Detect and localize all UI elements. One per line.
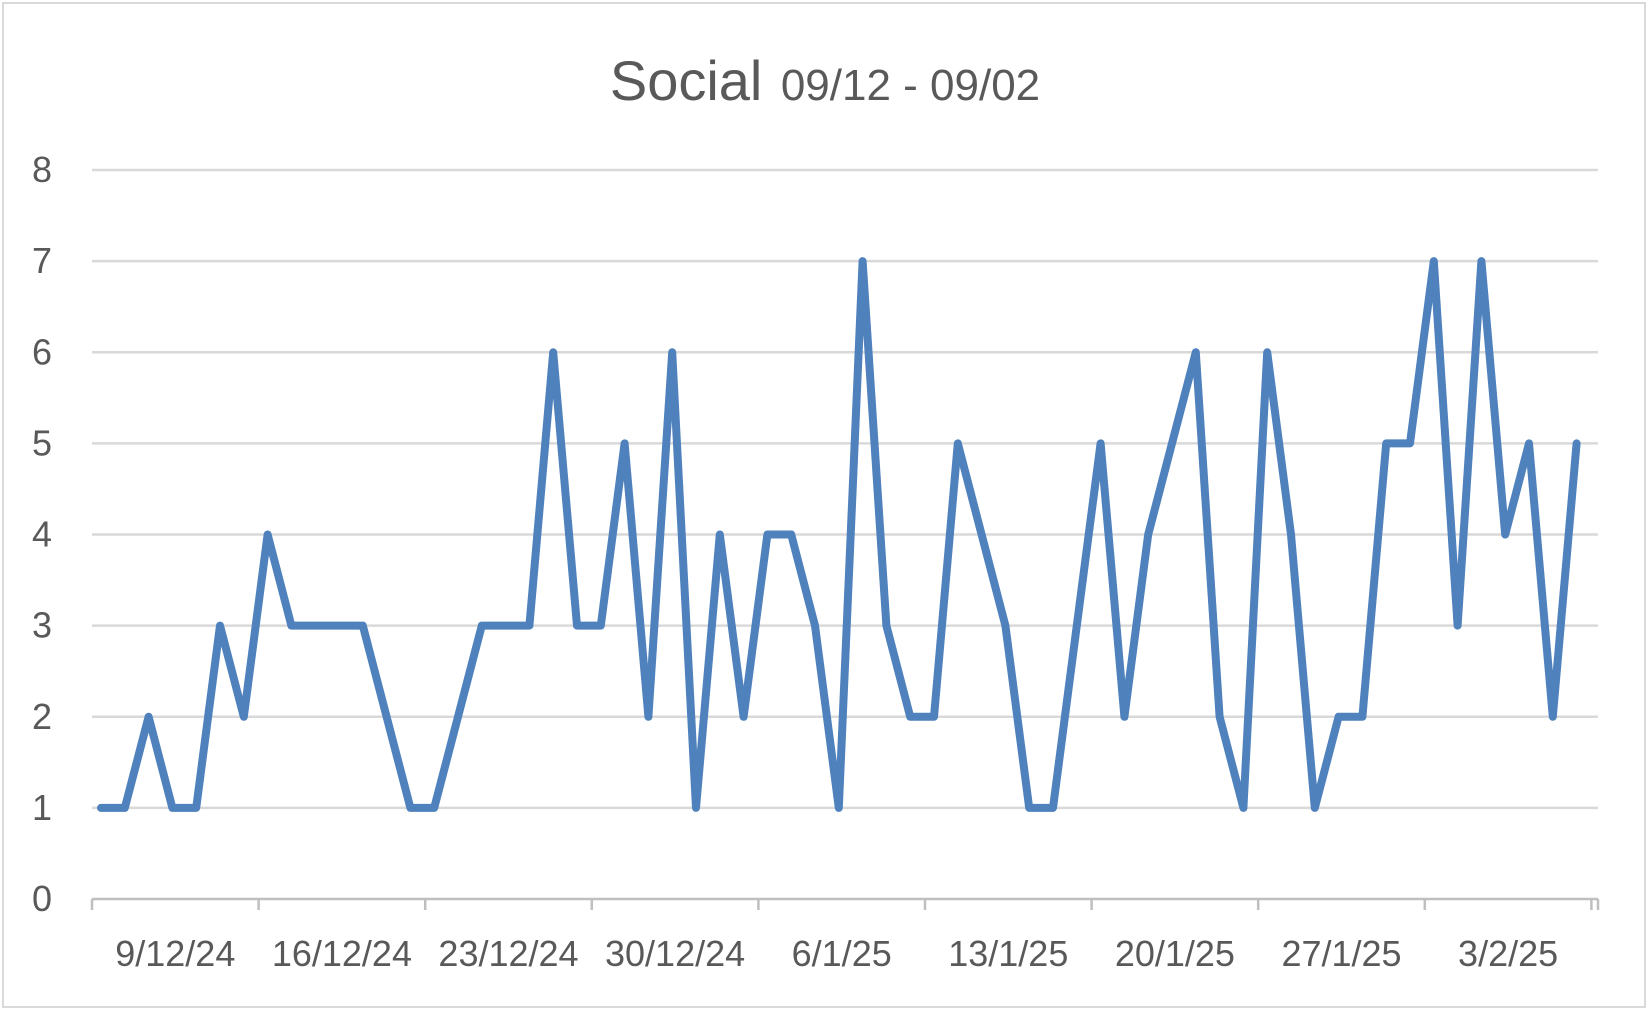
x-tick-label: 16/12/24 (272, 933, 412, 974)
x-tick-label: 3/2/25 (1458, 933, 1558, 974)
y-tick-label: 5 (32, 422, 52, 463)
y-tick-label: 0 (32, 878, 52, 919)
chart-title: Social 09/12 - 09/02 (610, 49, 1040, 112)
y-tick-label: 1 (32, 787, 52, 828)
y-tick-label: 8 (32, 149, 52, 190)
x-tick-label: 23/12/24 (438, 933, 578, 974)
x-tick-label: 30/12/24 (605, 933, 745, 974)
chart-title-date-range: 09/12 - 09/02 (781, 61, 1040, 110)
x-axis: 9/12/24 16/12/24 23/12/24 30/12/24 6/1/25 13/… (90, 897, 1600, 974)
x-tick-label: 6/1/25 (792, 933, 892, 974)
y-tick-label: 3 (32, 605, 52, 646)
y-axis: 0 1 2 3 4 5 6 7 8 (32, 149, 52, 919)
x-tick-label: 13/1/25 (948, 933, 1068, 974)
chart-title-main: Social (610, 49, 763, 112)
series-line-1 (97, 257, 1581, 812)
series-layer (97, 257, 1581, 812)
y-tick-label: 4 (32, 514, 52, 555)
y-tick-label: 7 (32, 240, 52, 281)
y-tick-label: 2 (32, 696, 52, 737)
x-tick-label: 9/12/24 (115, 933, 235, 974)
x-tick-label: 27/1/25 (1281, 933, 1401, 974)
x-tick-label: 20/1/25 (1115, 933, 1235, 974)
y-tick-label: 6 (32, 331, 52, 372)
